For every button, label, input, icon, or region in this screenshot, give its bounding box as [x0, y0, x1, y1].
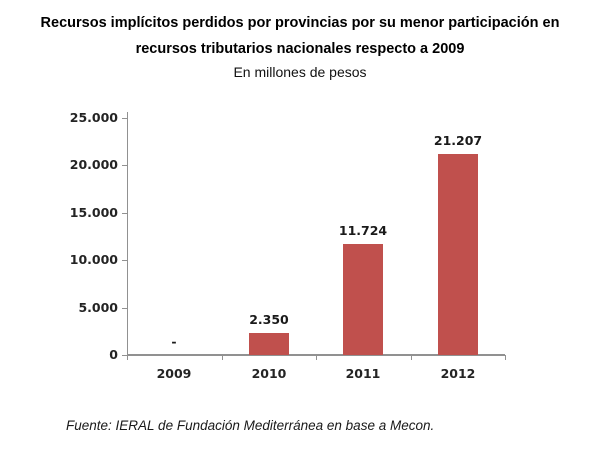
bar-2010: [249, 333, 289, 355]
y-axis-tick-label: 15.000: [69, 205, 118, 220]
y-axis-tick: [122, 165, 127, 166]
y-axis-line: [127, 112, 128, 356]
y-axis-tick: [122, 213, 127, 214]
x-axis-tick: [411, 355, 412, 360]
bar-value-label-2011: 11.724: [338, 223, 388, 238]
chart-subtitle: En millones de pesos: [233, 64, 367, 80]
y-axis-tick-label: 5.000: [78, 300, 118, 315]
y-axis-tick-label: 20.000: [69, 157, 118, 172]
x-axis-label-2009: 2009: [156, 366, 192, 381]
x-axis-tick: [222, 355, 223, 360]
source-note: Fuente: IERAL de Fundación Mediterránea …: [66, 418, 435, 433]
x-axis-tick: [505, 355, 506, 360]
y-axis-tick-label: 25.000: [69, 110, 118, 125]
bar-value-label-2010: 2.350: [249, 312, 289, 327]
y-axis-tick: [122, 260, 127, 261]
bar-value-label-2009: -: [171, 334, 177, 349]
y-axis-tick: [122, 118, 127, 119]
y-axis-tick-label: 0: [109, 347, 118, 362]
y-axis-tick-label: 10.000: [69, 252, 118, 267]
x-axis-label-2010: 2010: [251, 366, 287, 381]
x-axis-tick: [127, 355, 128, 360]
chart-title-line-1: Recursos implícitos perdidos por provinc…: [40, 15, 560, 31]
chart-title: Recursos implícitos perdidos por provinc…: [0, 10, 600, 62]
bar-2012: [438, 154, 478, 355]
x-axis-label-2012: 2012: [440, 366, 476, 381]
x-axis-tick: [316, 355, 317, 360]
bar-2011: [343, 244, 383, 355]
bar-value-label-2012: 21.207: [433, 133, 483, 148]
y-axis-tick: [122, 355, 127, 356]
y-axis-tick: [122, 308, 127, 309]
x-axis-label-2011: 2011: [345, 366, 381, 381]
chart-title-line-2: recursos tributarios nacionales respecto…: [135, 41, 465, 57]
